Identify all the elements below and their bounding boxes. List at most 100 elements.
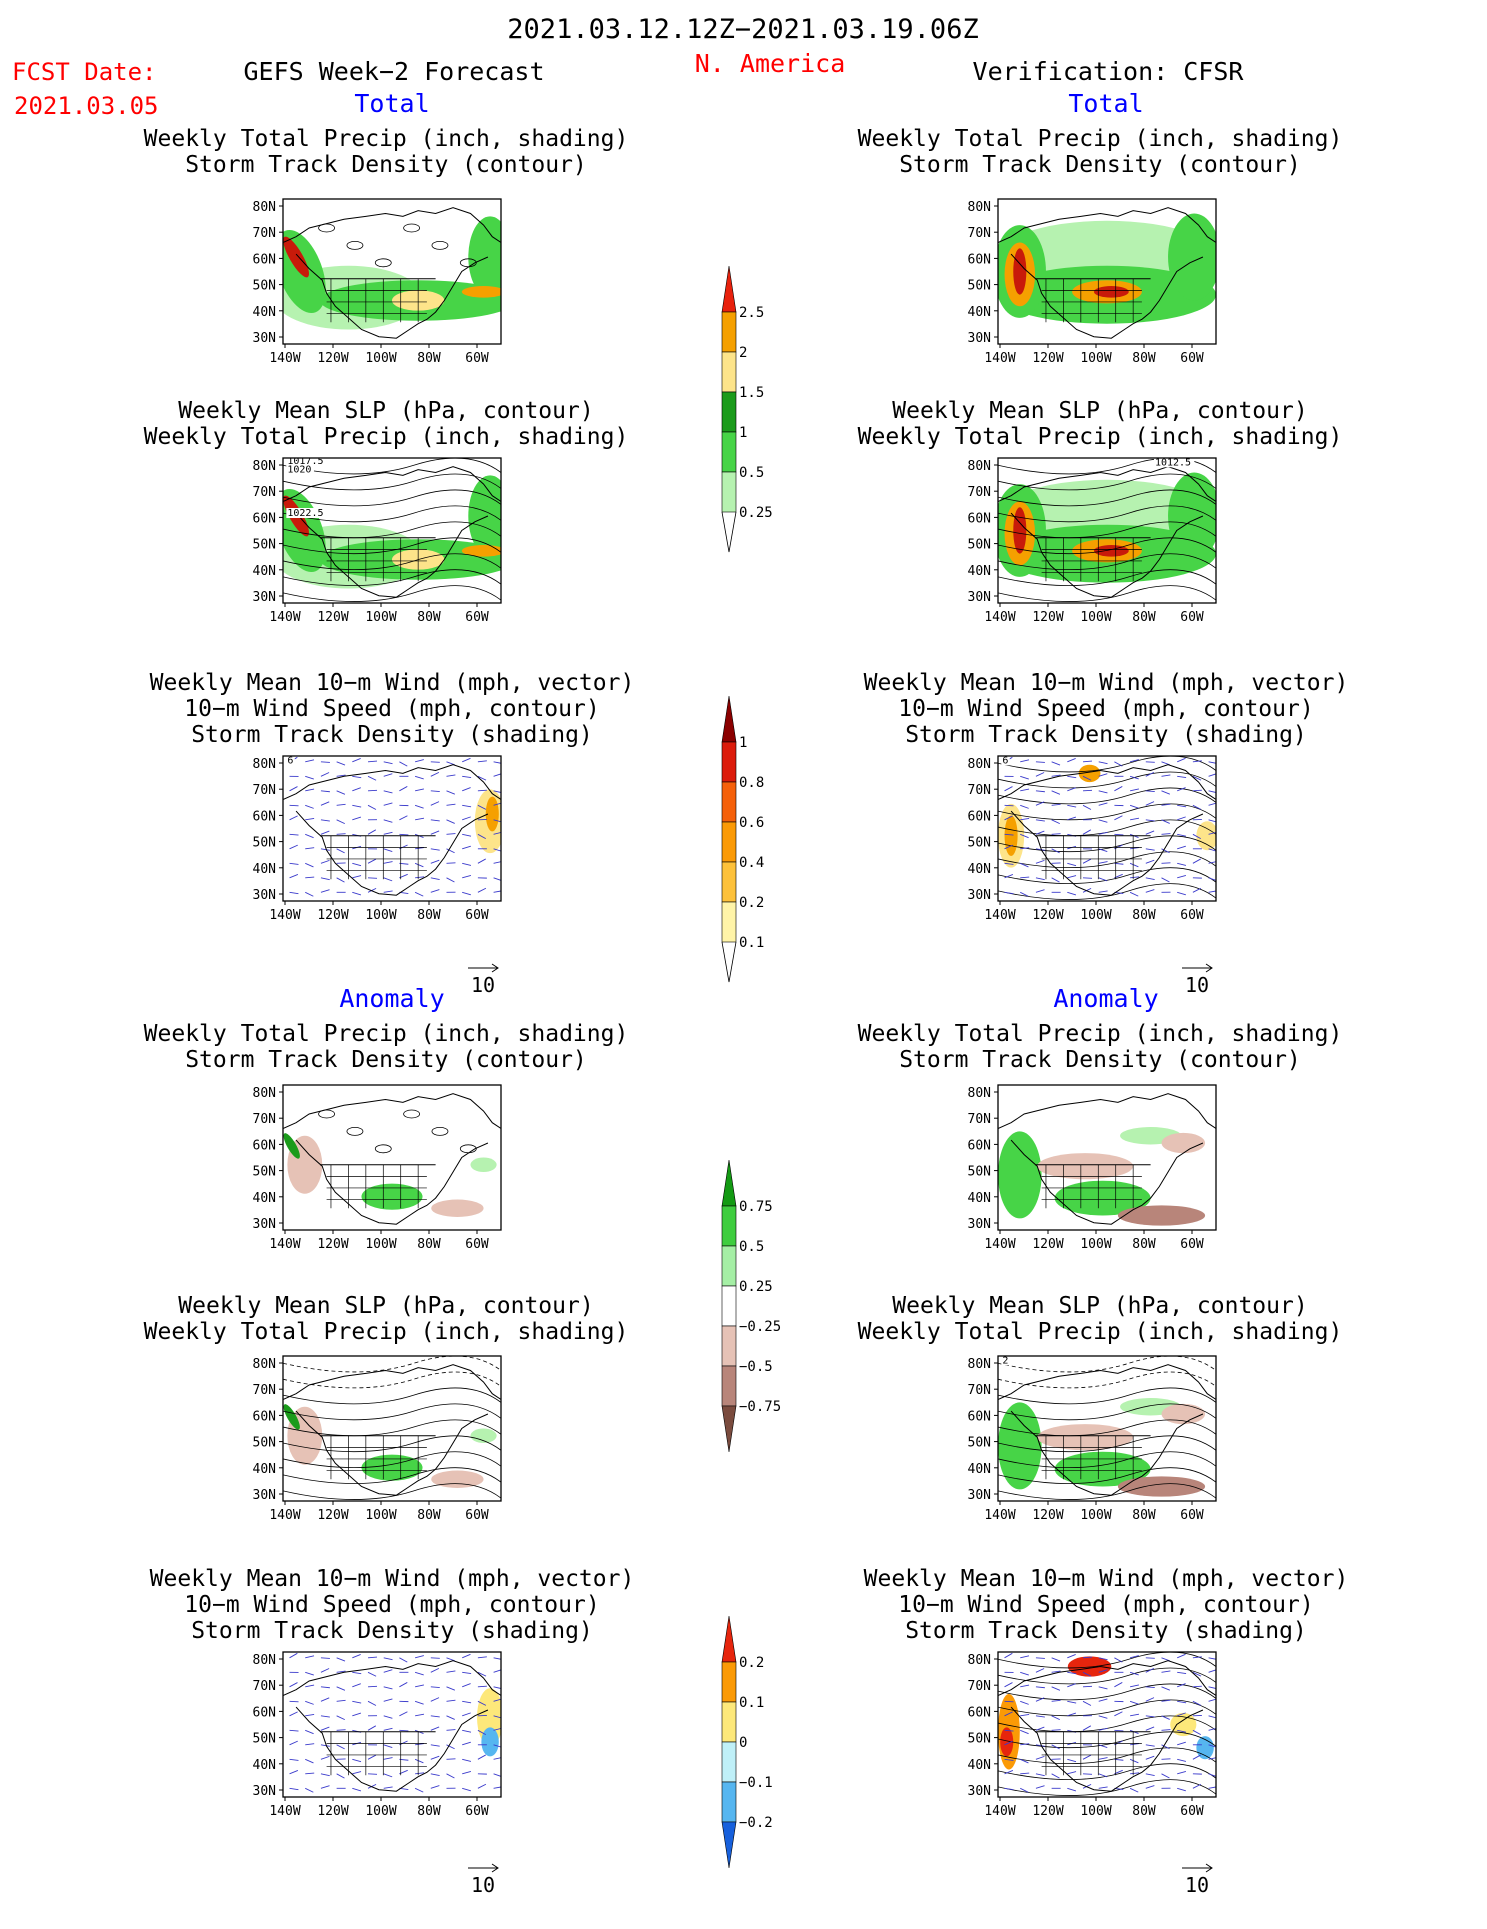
panel-title-line: Weekly Total Precip (inch, shading) [858,424,1343,450]
lon-label: 60W [1180,908,1204,923]
lon-label: 60W [1180,1237,1204,1252]
lon-label: 100W [365,1804,396,1819]
lat-label: 50N [968,1436,991,1451]
lon-label: 120W [317,351,348,366]
lat-label: 40N [968,862,991,877]
lat-label: 30N [968,888,991,903]
wind-vector [1193,1686,1202,1687]
lat-label: 50N [968,1732,991,1747]
map-layers [998,1085,1216,1230]
lon-label: 120W [317,908,348,923]
map-area: 6 [283,755,505,901]
lat-label: 70N [968,226,991,241]
lat-label: 40N [968,1191,991,1206]
map-panels: Weekly Total Precip (inch, shading)Storm… [144,126,1349,1819]
panel-title-line: Weekly Mean 10−m Wind (mph, vector) [150,670,635,696]
panel-title-line: Storm Track Density (shading) [191,1618,593,1644]
vector-ref-label: 10 [1185,973,1209,997]
lon-label: 60W [465,1508,489,1523]
lon-label: 140W [984,1508,1015,1523]
colorbar-level-label: 1 [739,425,747,441]
lon-label: 100W [1080,1237,1111,1252]
lat-label: 30N [968,331,991,346]
panel-title-line: Weekly Mean 10−m Wind (mph, vector) [150,1566,635,1592]
lon-label: 80W [1132,351,1156,366]
lat-label: 70N [968,1679,991,1694]
lat-label: 80N [253,757,276,772]
vector-ref: 10 [468,1864,498,1897]
panel-title-line: Weekly Total Precip (inch, shading) [144,1021,629,1047]
anomaly-shade [361,1455,422,1481]
panel-title-line: Weekly Mean SLP (hPa, contour) [178,1293,593,1319]
wind-vector [478,790,487,791]
lat-label: 50N [253,279,276,294]
colorbar-level-label: 0.4 [739,855,764,871]
lat-label: 70N [968,485,991,500]
wind-vector [337,1730,346,1731]
lon-label: 60W [465,908,489,923]
vector-ref: 10 [1182,1864,1212,1897]
lat-label: 70N [253,226,276,241]
lat-label: 40N [968,305,991,320]
colorbar-level-label: −0.25 [739,1319,781,1335]
colorbar-level-label: 0.25 [739,1279,773,1295]
lon-label: 140W [984,1237,1015,1252]
anomaly-shade [361,1184,422,1210]
colorbar-level-label: 1 [739,735,747,751]
lat-label: 40N [968,1758,991,1773]
wind-vector [321,762,330,763]
lat-label: 80N [968,1086,991,1101]
lon-label: 120W [1032,1508,1063,1523]
panel-title-line: 10−m Wind Speed (mph, contour) [898,1592,1313,1618]
map-layers [281,1085,501,1230]
panel-title-line: Weekly Total Precip (inch, shading) [858,126,1343,152]
vector-ref: 10 [1182,964,1212,997]
map-background [283,1652,501,1797]
panel-title-line: Storm Track Density (contour) [185,1047,587,1073]
map-area [281,1085,501,1230]
wind-vector [399,1730,408,1731]
wind-vector [1114,1730,1123,1731]
wind-vector [1052,834,1061,835]
lon-label: 100W [1080,351,1111,366]
lat-label: 50N [253,538,276,553]
panel-verif-total-slp: Weekly Mean SLP (hPa, contour)Weekly Tot… [858,398,1343,625]
colorbar-segment [722,782,736,822]
panel-title-line: 10−m Wind Speed (mph, contour) [184,696,599,722]
lon-label: 120W [317,1237,348,1252]
anomaly-shade [1037,1153,1133,1179]
lat-label: 50N [968,538,991,553]
panel-title-line: Weekly Mean SLP (hPa, contour) [892,1293,1307,1319]
colorbar-level-label: 2.5 [739,305,764,321]
panel-title-line: Storm Track Density (contour) [899,152,1301,178]
colorbar-segment [722,902,736,942]
colorbar-segment [722,696,736,742]
lat-label: 30N [968,1217,991,1232]
precip-shade [1094,286,1129,298]
panel-title-line: Weekly Total Precip (inch, shading) [858,1319,1343,1345]
lon-label: 80W [1132,1804,1156,1819]
colorbars: 2.521.510.50.2510.80.60.40.20.10.750.50.… [722,266,781,1868]
lon-label: 60W [1180,1804,1204,1819]
verification-title: Verification: CFSR [973,57,1245,86]
lat-label: 60N [253,252,276,267]
map-layers: 6 [283,755,505,901]
panel-title-line: Storm Track Density (shading) [191,722,593,748]
lon-label: 100W [1080,610,1111,625]
colorbar-segment [722,1662,736,1702]
colorbar-segment [722,1702,736,1742]
lat-label: 80N [253,1086,276,1101]
lat-label: 40N [253,305,276,320]
map-area: 1012.5 [987,457,1227,603]
panel-fcst-anom-precip: Weekly Total Precip (inch, shading)Storm… [144,1021,629,1252]
lat-label: 80N [253,1653,276,1668]
lon-label: 120W [317,1508,348,1523]
lat-label: 50N [253,836,276,851]
lon-label: 80W [417,1508,441,1523]
anomaly-shade [431,1200,483,1217]
lon-label: 80W [417,1804,441,1819]
lon-label: 60W [465,351,489,366]
